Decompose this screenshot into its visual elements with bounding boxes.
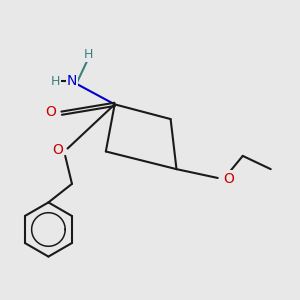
Text: O: O xyxy=(45,105,56,119)
Text: H: H xyxy=(50,75,60,88)
Text: N: N xyxy=(67,74,77,88)
Text: O: O xyxy=(224,172,234,186)
Text: O: O xyxy=(52,143,63,157)
Text: H: H xyxy=(83,48,93,61)
